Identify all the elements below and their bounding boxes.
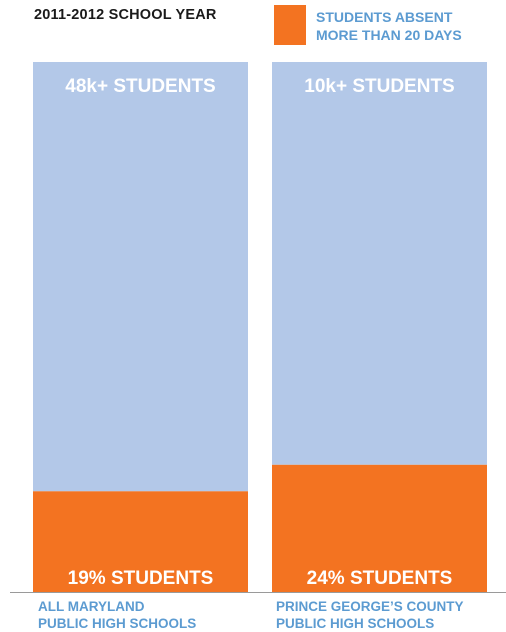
legend-swatch bbox=[274, 5, 306, 45]
total-label-maryland: 48k+ STUDENTS bbox=[65, 76, 215, 97]
total-label-prince-georges: 10k+ STUDENTS bbox=[304, 76, 454, 97]
legend-label-line-2: MORE THAN 20 DAYS bbox=[316, 27, 462, 43]
category-label-maryland: ALL MARYLAND PUBLIC HIGH SCHOOLS bbox=[38, 598, 196, 632]
bar-total-prince-georges bbox=[272, 62, 487, 465]
legend-label: STUDENTS ABSENT MORE THAN 20 DAYS bbox=[316, 8, 506, 44]
legend-label-line-1: STUDENTS ABSENT bbox=[316, 9, 453, 25]
category-label-prince-georges-line-1: PRINCE GEORGE’S COUNTY bbox=[276, 599, 464, 614]
category-label-maryland-line-2: PUBLIC HIGH SCHOOLS bbox=[38, 616, 197, 631]
percent-label-maryland: 19% STUDENTS bbox=[68, 568, 214, 589]
bar-absent-prince-georges bbox=[272, 464, 487, 592]
chart-title: 2011-2012 SCHOOL YEAR bbox=[34, 7, 217, 23]
category-label-prince-georges: PRINCE GEORGE’S COUNTY PUBLIC HIGH SCHOO… bbox=[276, 598, 464, 632]
bar-total-maryland bbox=[33, 62, 248, 492]
bar-absent-maryland bbox=[33, 491, 248, 592]
category-label-prince-georges-line-2: PUBLIC HIGH SCHOOLS bbox=[276, 616, 435, 631]
percent-label-prince-georges: 24% STUDENTS bbox=[307, 568, 453, 589]
category-label-maryland-line-1: ALL MARYLAND bbox=[38, 599, 145, 614]
